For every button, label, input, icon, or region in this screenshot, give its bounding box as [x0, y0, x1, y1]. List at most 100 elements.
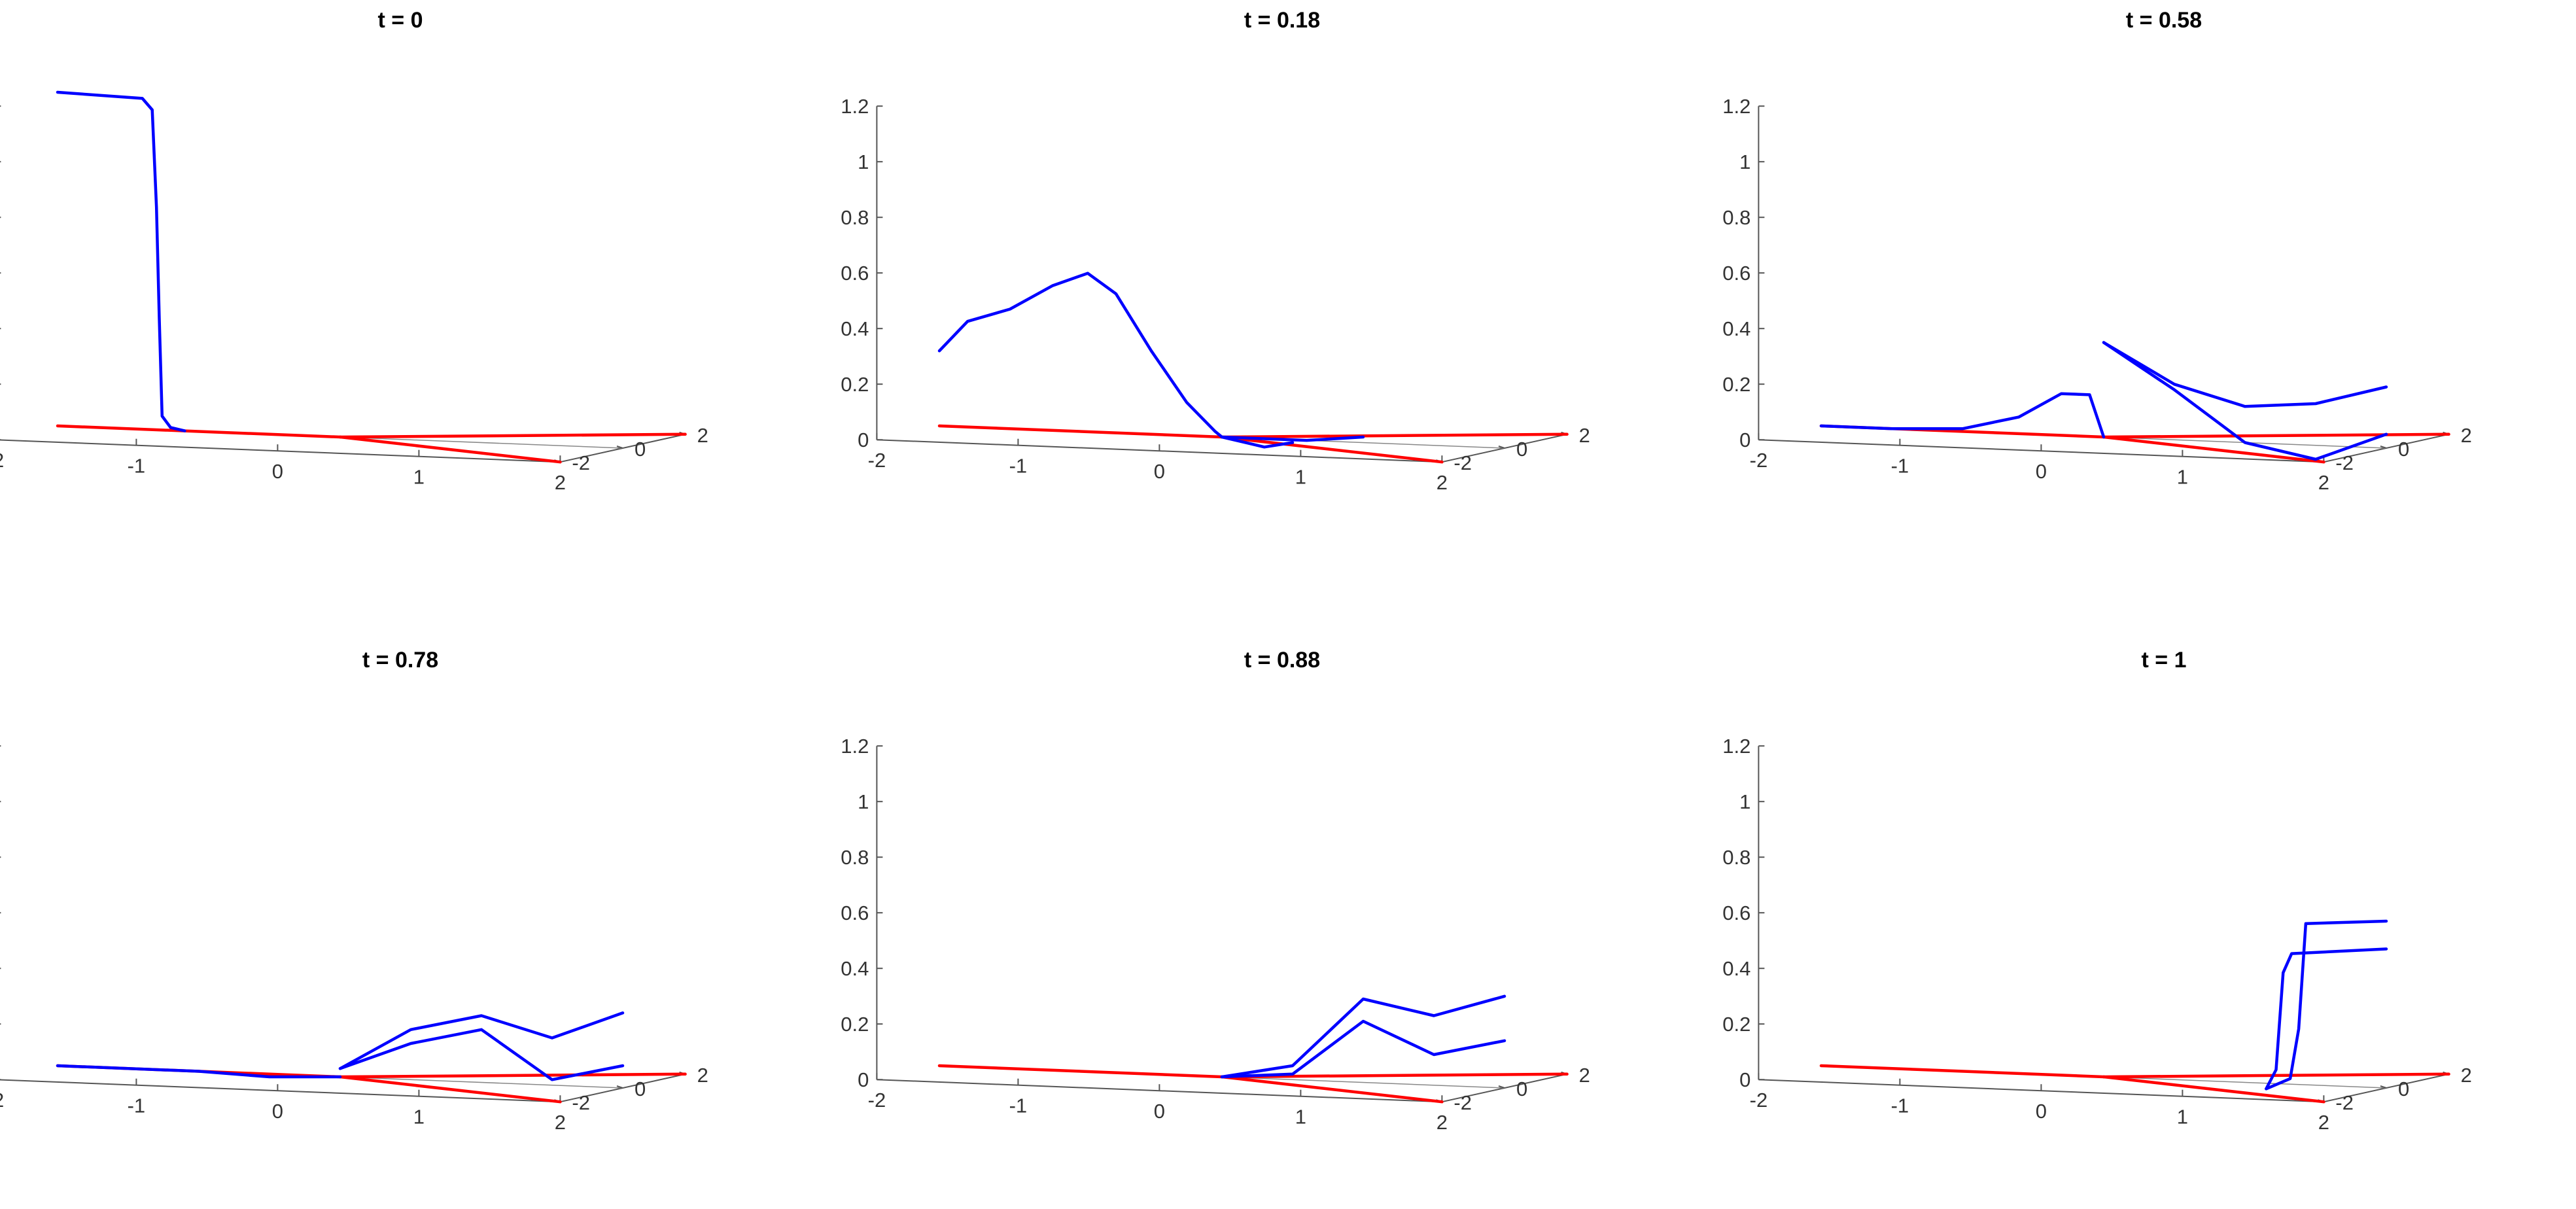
z-tick-label: 1 [858, 150, 869, 173]
x-tick-label: -2 [868, 449, 886, 472]
x-tick-label: 1 [413, 466, 425, 489]
z-tick-label: 1.2 [1722, 735, 1750, 758]
z-tick-label: 1 [1739, 150, 1750, 173]
y-tick-label: 0 [1516, 438, 1527, 461]
z-tick-label: 0.2 [1722, 1013, 1750, 1036]
y-tick-label: 2 [697, 424, 708, 447]
y-tick-label: 2 [697, 1064, 708, 1087]
x-tick-label: 2 [2318, 1111, 2329, 1134]
subplot-title: t = 1 [2142, 648, 2187, 673]
y-tick-label: 2 [1579, 1064, 1590, 1087]
blue-curve [1819, 392, 2106, 439]
red-base-line [338, 435, 562, 464]
y-tick-mark [616, 1085, 623, 1089]
x-tick-label: 0 [1154, 1100, 1165, 1123]
x-tick-label: -1 [128, 1095, 146, 1117]
subplot-title: t = 0.58 [2126, 8, 2202, 33]
y-tick-label: 0 [2398, 1078, 2409, 1100]
red-base-line [2102, 1075, 2325, 1104]
x-axis-line [0, 1079, 561, 1103]
x-tick-label: 1 [2177, 466, 2188, 489]
z-tick-label: 0.4 [1722, 317, 1750, 340]
z-tick-label: 0.2 [841, 373, 869, 396]
red-base-line [2102, 435, 2325, 464]
y-tick-label: 2 [2461, 424, 2472, 447]
z-tick-label: 0.6 [1722, 902, 1750, 924]
y-tick-mark [1498, 1085, 1505, 1089]
z-tick-label: 0 [858, 1068, 869, 1091]
x-axis-line [0, 439, 561, 463]
y-tick-label: 2 [2461, 1064, 2472, 1087]
x-tick-label: 0 [272, 1100, 283, 1123]
red-base-line [937, 1064, 1224, 1079]
x-tick-label: -1 [1009, 1095, 1028, 1117]
red-base-line [338, 1075, 562, 1104]
z-tick-label: 0.8 [1722, 846, 1750, 869]
z-tick-label: 1 [1739, 790, 1750, 813]
z-tick-label: 0.2 [1722, 373, 1750, 396]
blue-curve [1220, 435, 1365, 442]
subplot-title: t = 0 [378, 8, 423, 33]
z-tick-label: 0.6 [1722, 262, 1750, 285]
x-tick-label: -2 [868, 1089, 886, 1112]
red-base-line [2102, 432, 2450, 439]
subplot-title: t = 0.78 [362, 648, 438, 673]
red-base-line [1819, 1064, 2106, 1079]
y-tick-label: 0 [635, 1078, 646, 1100]
red-base-line [1220, 432, 1569, 439]
x-tick-label: -1 [128, 455, 146, 478]
blue-curve [1220, 1019, 1506, 1079]
z-tick-label: 1.2 [841, 95, 869, 118]
blue-curve [2265, 919, 2388, 1091]
x-tick-label: 1 [1295, 1106, 1306, 1129]
x-tick-label: -2 [0, 1089, 4, 1112]
blue-curve [338, 1028, 625, 1081]
red-base-line [56, 424, 342, 439]
x-tick-label: -1 [1891, 455, 1909, 478]
x-tick-label: -1 [1891, 1095, 1909, 1117]
blue-curve [1220, 994, 1506, 1079]
z-tick-label: 0.4 [841, 317, 869, 340]
y-tick-label: -2 [2335, 1091, 2354, 1114]
y-tick-mark [2380, 446, 2387, 449]
z-tick-label: 0 [858, 429, 869, 451]
z-tick-label: 0.4 [841, 957, 869, 980]
y-tick-label: -2 [2335, 451, 2354, 474]
z-tick-label: 0.6 [841, 262, 869, 285]
z-tick-label: 1.2 [1722, 95, 1750, 118]
z-tick-label: 0.2 [841, 1013, 869, 1036]
x-tick-label: 2 [555, 1111, 566, 1134]
y-tick-mark [616, 446, 623, 449]
red-base-line [338, 432, 687, 439]
y-tick-label: 0 [635, 438, 646, 461]
z-tick-label: 0.8 [841, 846, 869, 869]
z-tick-label: 0.4 [1722, 957, 1750, 980]
blue-curve [56, 90, 186, 432]
x-tick-label: 0 [1154, 460, 1165, 483]
blue-curve [1220, 435, 1295, 449]
red-base-line [2102, 1072, 2450, 1079]
red-base-line [1220, 1075, 1444, 1104]
subplot-title: t = 0.88 [1244, 648, 1320, 673]
x-tick-label: -2 [1750, 1089, 1768, 1112]
y-tick-mark [1498, 446, 1505, 449]
x-tick-label: 0 [2036, 460, 2047, 483]
blue-curve [2102, 341, 2388, 461]
x-tick-label: 0 [272, 460, 283, 483]
y-tick-mark [2380, 1085, 2387, 1089]
y-tick-label: 0 [2398, 438, 2409, 461]
x-tick-label: 2 [555, 471, 566, 494]
red-base-line [1220, 435, 1444, 464]
y-tick-label: -2 [1453, 1091, 1472, 1114]
subplot-title: t = 0.18 [1244, 8, 1320, 33]
x-tick-label: -2 [0, 449, 4, 472]
red-base-line [1220, 1072, 1569, 1079]
blue-curve [2102, 341, 2388, 408]
y-tick-label: -2 [1453, 451, 1472, 474]
